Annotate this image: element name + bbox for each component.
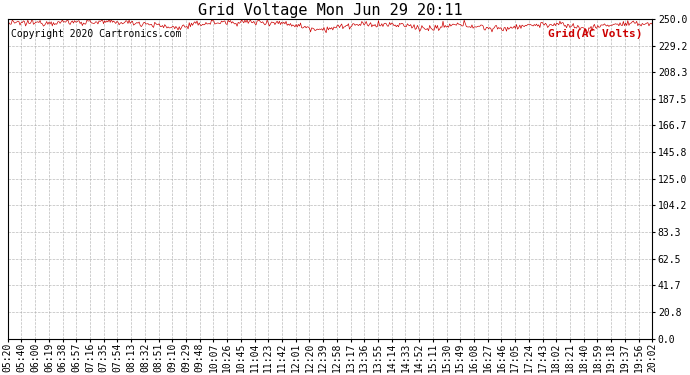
Text: Copyright 2020 Cartronics.com: Copyright 2020 Cartronics.com [11, 28, 181, 39]
Text: Grid(AC Volts): Grid(AC Volts) [548, 28, 642, 39]
Title: Grid Voltage Mon Jun 29 20:11: Grid Voltage Mon Jun 29 20:11 [198, 3, 462, 18]
